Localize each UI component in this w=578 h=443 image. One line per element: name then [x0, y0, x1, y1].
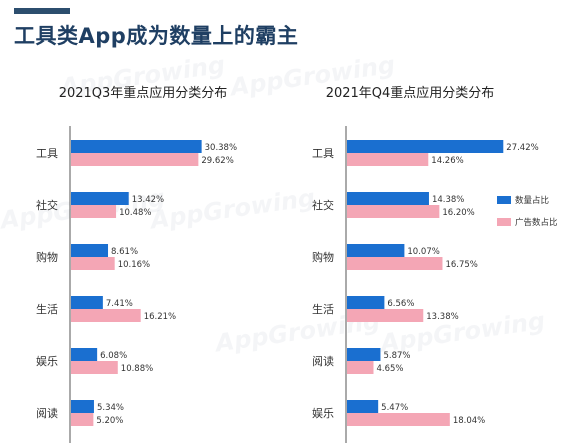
value-label: 10.48%: [119, 208, 151, 218]
count-share-bar: [71, 140, 202, 153]
value-label: 18.04%: [453, 416, 485, 426]
value-label: 13.38%: [426, 312, 458, 322]
value-label: 16.20%: [442, 208, 474, 218]
count-share-bar: [347, 348, 381, 361]
category-label: 阅读: [36, 406, 58, 420]
count-share-bar: [71, 296, 103, 309]
value-label: 5.47%: [381, 403, 408, 413]
category-label: 生活: [36, 302, 58, 316]
category-label: 娱乐: [312, 406, 334, 420]
ad-share-bar: [347, 413, 450, 426]
ad-share-bar: [347, 257, 443, 270]
legend-label: 数量占比: [515, 195, 549, 206]
value-label: 13.42%: [132, 195, 164, 205]
value-label: 14.26%: [431, 156, 463, 166]
ad-share-bar: [347, 153, 429, 166]
value-label: 5.34%: [97, 403, 124, 413]
count-share-bar: [347, 296, 385, 309]
count-share-bar: [71, 348, 98, 361]
category-label: 阅读: [312, 354, 334, 368]
category-label: 工具: [36, 147, 58, 160]
legend-swatch-count: [497, 196, 511, 204]
value-label: 5.87%: [383, 351, 410, 361]
ad-share-bar: [71, 205, 117, 218]
value-label: 6.08%: [100, 351, 127, 361]
legend-label: 广告数占比: [515, 217, 558, 228]
chart-title: 2021Q3年重点应用分类分布: [59, 85, 228, 101]
value-label: 10.16%: [118, 260, 150, 270]
ad-share-bar: [347, 309, 424, 322]
category-label: 购物: [36, 250, 58, 264]
category-label: 工具: [312, 147, 334, 160]
ad-share-bar: [71, 361, 118, 374]
count-share-bar: [347, 192, 429, 205]
chart-title: 2021年Q4重点应用分类分布: [326, 85, 495, 101]
category-label: 生活: [312, 302, 334, 316]
value-label: 29.62%: [201, 156, 233, 166]
category-label: 社交: [36, 198, 58, 212]
value-label: 30.38%: [205, 143, 237, 153]
ad-share-bar: [71, 257, 115, 270]
count-share-bar: [71, 400, 94, 413]
ad-share-bar: [71, 153, 199, 166]
category-label: 购物: [312, 250, 334, 264]
value-label: 8.61%: [111, 247, 138, 257]
ad-share-bar: [347, 205, 440, 218]
ad-share-bar: [71, 309, 141, 322]
value-label: 7.41%: [106, 299, 133, 309]
legend-swatch-ad: [497, 218, 511, 226]
value-label: 6.56%: [387, 299, 414, 309]
count-share-bar: [347, 244, 405, 257]
category-label: 社交: [312, 198, 334, 212]
count-share-bar: [347, 140, 504, 153]
count-share-bar: [71, 192, 129, 205]
value-label: 27.42%: [506, 143, 538, 153]
title-accent-bar: [14, 8, 70, 14]
ad-share-bar: [347, 361, 374, 374]
value-label: 14.38%: [432, 195, 464, 205]
value-label: 10.07%: [407, 247, 439, 257]
value-label: 10.88%: [121, 364, 153, 374]
value-label: 4.65%: [377, 364, 404, 374]
value-label: 16.75%: [445, 260, 477, 270]
value-label: 16.21%: [144, 312, 176, 322]
ad-share-bar: [71, 413, 94, 426]
count-share-bar: [71, 244, 109, 257]
page-title: 工具类App成为数量上的霸主: [14, 24, 299, 48]
count-share-bar: [347, 400, 379, 413]
category-label: 娱乐: [36, 354, 58, 368]
value-label: 5.20%: [96, 416, 123, 426]
